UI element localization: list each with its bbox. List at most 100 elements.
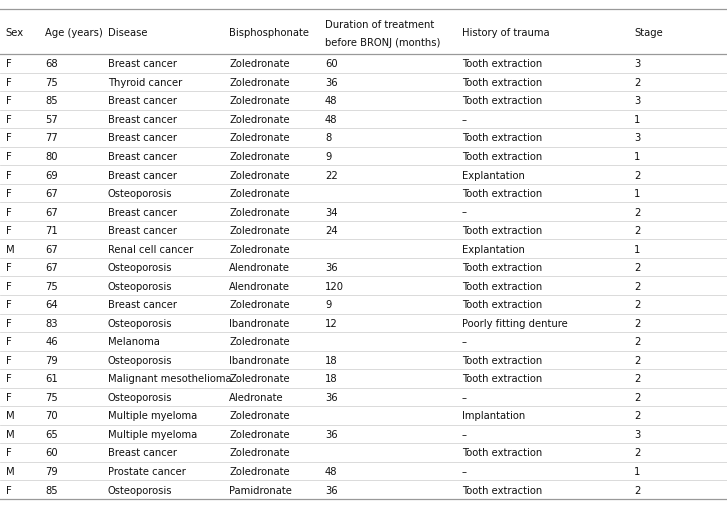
Text: F: F [6, 78, 12, 88]
Text: Zoledronate: Zoledronate [229, 244, 289, 254]
Text: 36: 36 [325, 78, 337, 88]
Text: 46: 46 [45, 336, 57, 347]
Text: Thyroid cancer: Thyroid cancer [108, 78, 182, 88]
Text: Sex: Sex [6, 27, 24, 38]
Text: 2: 2 [634, 355, 640, 365]
Text: 36: 36 [325, 392, 337, 402]
Text: 61: 61 [45, 374, 58, 384]
Text: 3: 3 [634, 429, 640, 439]
Text: Zoledronate: Zoledronate [229, 152, 289, 162]
Text: Osteoporosis: Osteoporosis [108, 263, 172, 273]
Text: 9: 9 [325, 152, 332, 162]
Text: 83: 83 [45, 318, 57, 328]
Text: 79: 79 [45, 466, 58, 476]
Text: 67: 67 [45, 244, 58, 254]
Text: F: F [6, 263, 12, 273]
Text: Tooth extraction: Tooth extraction [462, 355, 542, 365]
Text: Duration of treatment: Duration of treatment [325, 19, 434, 30]
Text: 80: 80 [45, 152, 57, 162]
Text: Poorly fitting denture: Poorly fitting denture [462, 318, 567, 328]
Text: M: M [6, 429, 15, 439]
Text: Multiple myeloma: Multiple myeloma [108, 429, 197, 439]
Text: 1: 1 [634, 466, 640, 476]
Text: 2: 2 [634, 300, 640, 309]
Text: 75: 75 [45, 78, 58, 88]
Text: 9: 9 [325, 300, 332, 309]
Text: 36: 36 [325, 485, 337, 495]
Text: 57: 57 [45, 115, 58, 125]
Text: before BRONJ (months): before BRONJ (months) [325, 38, 441, 47]
Text: 3: 3 [634, 96, 640, 106]
Text: 36: 36 [325, 263, 337, 273]
Text: Zoledronate: Zoledronate [229, 96, 289, 106]
Text: 85: 85 [45, 485, 57, 495]
Text: F: F [6, 318, 12, 328]
Text: Zoledronate: Zoledronate [229, 300, 289, 309]
Text: Malignant mesothelioma: Malignant mesothelioma [108, 374, 231, 384]
Text: –: – [462, 207, 467, 217]
Text: Zoledronate: Zoledronate [229, 207, 289, 217]
Text: Tooth extraction: Tooth extraction [462, 225, 542, 236]
Text: F: F [6, 115, 12, 125]
Text: 69: 69 [45, 170, 58, 180]
Text: Multiple myeloma: Multiple myeloma [108, 411, 197, 420]
Text: 48: 48 [325, 115, 337, 125]
Text: 8: 8 [325, 133, 332, 143]
Text: Explantation: Explantation [462, 244, 524, 254]
Text: 1: 1 [634, 244, 640, 254]
Text: Tooth extraction: Tooth extraction [462, 152, 542, 162]
Text: 2: 2 [634, 374, 640, 384]
Text: F: F [6, 225, 12, 236]
Text: Osteoporosis: Osteoporosis [108, 485, 172, 495]
Text: Renal cell cancer: Renal cell cancer [108, 244, 193, 254]
Text: Melanoma: Melanoma [108, 336, 159, 347]
Text: Zoledronate: Zoledronate [229, 225, 289, 236]
Text: Breast cancer: Breast cancer [108, 96, 177, 106]
Text: –: – [462, 466, 467, 476]
Text: 18: 18 [325, 355, 337, 365]
Text: 2: 2 [634, 263, 640, 273]
Text: 68: 68 [45, 59, 57, 69]
Text: 70: 70 [45, 411, 57, 420]
Text: F: F [6, 96, 12, 106]
Text: F: F [6, 281, 12, 291]
Text: M: M [6, 244, 15, 254]
Text: F: F [6, 374, 12, 384]
Text: Osteoporosis: Osteoporosis [108, 355, 172, 365]
Text: 2: 2 [634, 318, 640, 328]
Text: Tooth extraction: Tooth extraction [462, 281, 542, 291]
Text: 18: 18 [325, 374, 337, 384]
Text: 67: 67 [45, 207, 58, 217]
Text: Zoledronate: Zoledronate [229, 411, 289, 420]
Text: 12: 12 [325, 318, 338, 328]
Text: 2: 2 [634, 392, 640, 402]
Text: Zoledronate: Zoledronate [229, 447, 289, 458]
Text: F: F [6, 170, 12, 180]
Text: Osteoporosis: Osteoporosis [108, 392, 172, 402]
Text: F: F [6, 355, 12, 365]
Text: 1: 1 [634, 115, 640, 125]
Text: 2: 2 [634, 170, 640, 180]
Text: Disease: Disease [108, 27, 147, 38]
Text: 3: 3 [634, 59, 640, 69]
Text: 2: 2 [634, 78, 640, 88]
Text: F: F [6, 300, 12, 309]
Text: 34: 34 [325, 207, 337, 217]
Text: Tooth extraction: Tooth extraction [462, 189, 542, 199]
Text: Osteoporosis: Osteoporosis [108, 281, 172, 291]
Text: Zoledronate: Zoledronate [229, 170, 289, 180]
Text: 64: 64 [45, 300, 57, 309]
Text: –: – [462, 392, 467, 402]
Text: 2: 2 [634, 225, 640, 236]
Text: Tooth extraction: Tooth extraction [462, 374, 542, 384]
Text: 1: 1 [634, 152, 640, 162]
Text: Prostate cancer: Prostate cancer [108, 466, 185, 476]
Text: 60: 60 [45, 447, 57, 458]
Text: Tooth extraction: Tooth extraction [462, 96, 542, 106]
Text: 67: 67 [45, 189, 58, 199]
Text: Tooth extraction: Tooth extraction [462, 133, 542, 143]
Text: F: F [6, 189, 12, 199]
Text: Tooth extraction: Tooth extraction [462, 485, 542, 495]
Text: Breast cancer: Breast cancer [108, 115, 177, 125]
Text: Alendronate: Alendronate [229, 281, 290, 291]
